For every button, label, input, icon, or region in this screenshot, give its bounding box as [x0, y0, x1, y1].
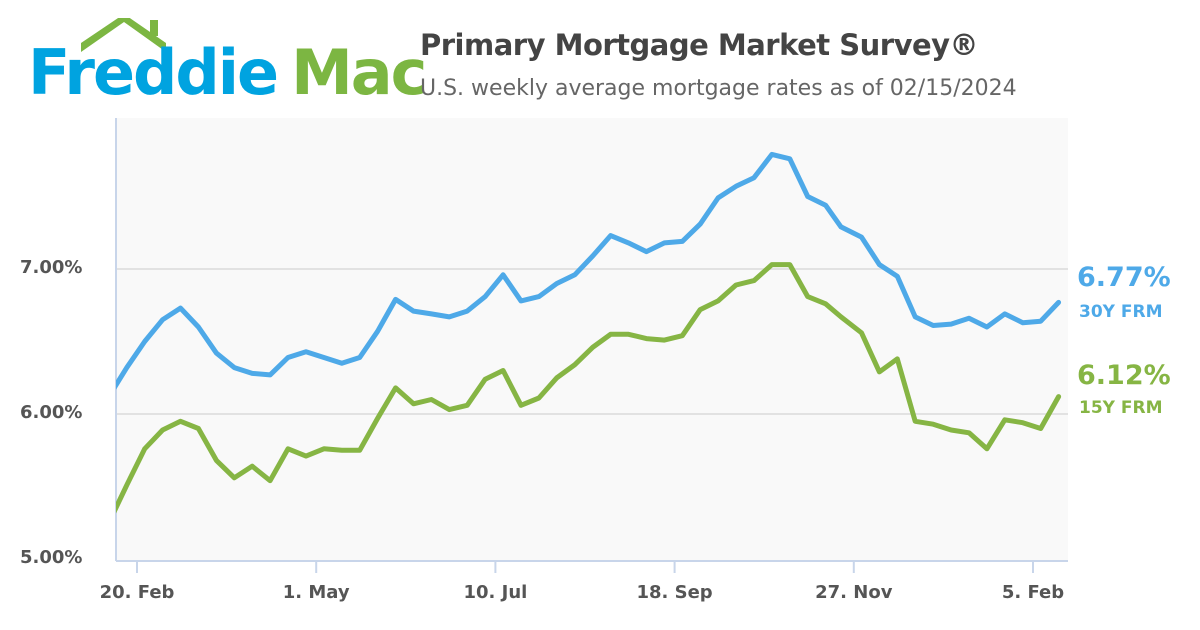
house-roof-icon [81, 18, 166, 52]
y-tick-label: 5.00% [20, 547, 83, 568]
x-tick-label: 1. May [282, 582, 350, 603]
x-tick-label: 5. Feb [1001, 582, 1065, 603]
series-line-30y [116, 151, 1062, 390]
latest-value-15y: 6.12% [1077, 360, 1171, 391]
x-tick-label: 27. Nov [815, 582, 893, 603]
legend-30y: 30Y FRM [1079, 302, 1163, 322]
freddie-mac-logo: Freddie Mac [28, 18, 427, 108]
logo-mac: Mac [291, 36, 427, 109]
plot-area [116, 118, 1068, 561]
chart-title: Primary Mortgage Market Survey® [420, 28, 979, 62]
series-line-15y [116, 262, 1062, 514]
x-tick-label: 18. Sep [636, 582, 713, 603]
y-tick-label: 7.00% [20, 257, 83, 278]
latest-value-30y: 6.77% [1077, 262, 1171, 293]
x-tick-label: 10. Jul [463, 582, 528, 603]
legend-15y: 15Y FRM [1079, 398, 1163, 418]
logo-freddie: Freddie [28, 36, 279, 109]
chart-subtitle: U.S. weekly average mortgage rates as of… [420, 76, 1017, 101]
y-tick-label: 6.00% [20, 402, 83, 423]
x-tick-label: 20. Feb [99, 582, 175, 603]
